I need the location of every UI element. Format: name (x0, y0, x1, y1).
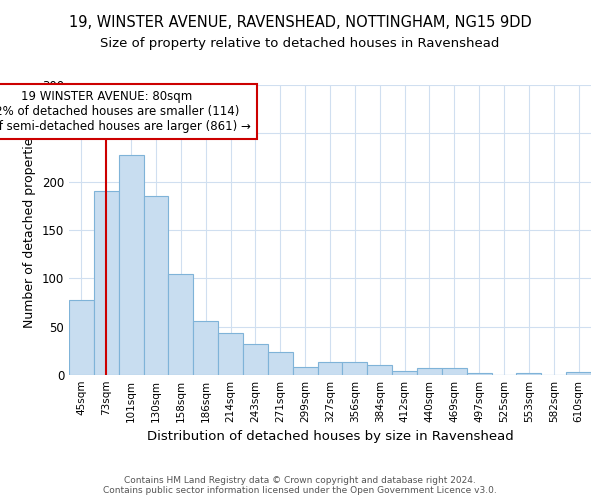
Bar (218, 334, 243, 375)
Bar (268, 352, 293, 375)
Text: Contains HM Land Registry data © Crown copyright and database right 2024.
Contai: Contains HM Land Registry data © Crown c… (103, 476, 497, 495)
Y-axis label: Number of detached properties: Number of detached properties (23, 132, 37, 328)
Bar (317, 362, 343, 375)
Bar (243, 344, 268, 375)
Bar (169, 274, 193, 375)
Bar (293, 368, 317, 375)
Bar (143, 196, 169, 375)
Bar (566, 372, 591, 375)
Bar (392, 371, 417, 375)
Bar (119, 154, 143, 375)
Text: 19 WINSTER AVENUE: 80sqm
← 12% of detached houses are smaller (114)
88% of semi-: 19 WINSTER AVENUE: 80sqm ← 12% of detach… (0, 90, 251, 133)
Text: Size of property relative to detached houses in Ravenshead: Size of property relative to detached ho… (100, 38, 500, 51)
Bar (517, 373, 541, 375)
Bar (367, 366, 392, 375)
Bar (193, 321, 218, 375)
Bar (343, 362, 367, 375)
Text: 19, WINSTER AVENUE, RAVENSHEAD, NOTTINGHAM, NG15 9DD: 19, WINSTER AVENUE, RAVENSHEAD, NOTTINGH… (68, 15, 532, 30)
Bar (94, 192, 119, 375)
X-axis label: Distribution of detached houses by size in Ravenshead: Distribution of detached houses by size … (146, 430, 514, 444)
Bar (467, 373, 491, 375)
Bar (442, 368, 467, 375)
Bar (417, 368, 442, 375)
Bar (69, 300, 94, 375)
